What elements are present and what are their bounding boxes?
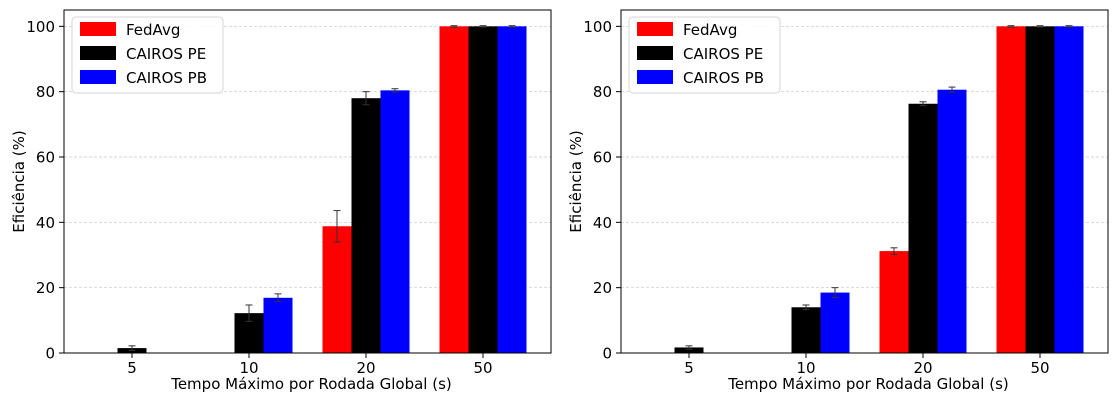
y-axis-label: Eficiência (%) [10, 130, 28, 232]
x-axis-label: Tempo Máximo por Rodada Global (s) [727, 375, 1009, 393]
bar-cairos-pe-5 [674, 347, 704, 353]
y-tick-label: 60 [36, 149, 55, 167]
legend-swatch-fedavg [637, 22, 673, 36]
legend-label: FedAvg [683, 21, 737, 39]
bar-cairos-pe-50 [468, 26, 498, 353]
bar-cairos-pe-20 [908, 103, 938, 354]
y-tick-label: 40 [36, 214, 55, 232]
bar-cairos-pe-20 [351, 98, 381, 353]
x-tick-label: 5 [127, 359, 137, 377]
bar-cairos-pe-10 [791, 307, 821, 353]
legend-swatch-cairos-pb [80, 70, 116, 84]
x-tick-label: 20 [356, 359, 375, 377]
y-tick-label: 20 [593, 279, 612, 297]
x-tick-label: 50 [1030, 359, 1049, 377]
y-tick-label: 100 [583, 18, 612, 36]
x-tick-label: 10 [796, 359, 815, 377]
legend: FedAvg CAIROS PE CAIROS PB [628, 16, 781, 94]
legend-swatch-cairos-pb [637, 70, 673, 84]
legend-label: CAIROS PE [683, 45, 763, 63]
bar-fedavg-50 [439, 26, 469, 353]
y-tick-label: 20 [36, 279, 55, 297]
legend-label: CAIROS PB [126, 69, 207, 87]
legend-swatch-cairos-pe [80, 46, 116, 60]
bar-fedavg-50 [996, 26, 1026, 353]
legend-swatch-cairos-pe [637, 46, 673, 60]
x-tick-label: 10 [239, 359, 258, 377]
y-axis-label: Eficiência (%) [567, 130, 585, 232]
chart-panel-right: 0 20 40 60 80 100 5 10 20 50 Tempo Máximo por Roda… [557, 0, 1113, 394]
y-tick-label: 80 [36, 83, 55, 101]
bar-fedavg-20 [322, 226, 352, 353]
plot-frame [63, 9, 552, 354]
y-tick-label: 0 [602, 345, 612, 363]
bar-chart: 0 20 40 60 80 100 5 10 20 50 Tempo Máximo por Roda… [10, 9, 552, 393]
bar-cairos-pb-10 [263, 297, 293, 353]
y-tick-label: 100 [26, 18, 55, 36]
legend-label: CAIROS PB [683, 69, 764, 87]
bar-chart: 0 20 40 60 80 100 5 10 20 50 Tempo Máximo por Roda… [567, 9, 1109, 393]
legend-swatch-fedavg [80, 22, 116, 36]
y-tick-label: 80 [593, 83, 612, 101]
bar-cairos-pb-50 [497, 26, 527, 353]
bar-cairos-pb-10 [820, 292, 850, 353]
y-tick-label: 40 [593, 214, 612, 232]
plot-frame [620, 9, 1109, 354]
bar-cairos-pe-50 [1025, 26, 1055, 353]
bar-fedavg-20 [879, 251, 909, 353]
bar-cairos-pb-50 [1054, 26, 1084, 353]
legend: FedAvg CAIROS PE CAIROS PB [71, 16, 224, 94]
bar-cairos-pb-20 [380, 90, 410, 354]
x-tick-label: 50 [473, 359, 492, 377]
x-tick-label: 20 [913, 359, 932, 377]
x-tick-label: 5 [684, 359, 694, 377]
chart-panel-left: 0 20 40 60 80 100 5 10 20 50 Tempo Máximo por Roda… [0, 0, 556, 394]
y-tick-label: 0 [45, 345, 55, 363]
legend-label: FedAvg [126, 21, 180, 39]
legend-label: CAIROS PE [126, 45, 206, 63]
bar-cairos-pb-20 [937, 89, 967, 353]
y-tick-label: 60 [593, 149, 612, 167]
x-axis-label: Tempo Máximo por Rodada Global (s) [170, 375, 452, 393]
